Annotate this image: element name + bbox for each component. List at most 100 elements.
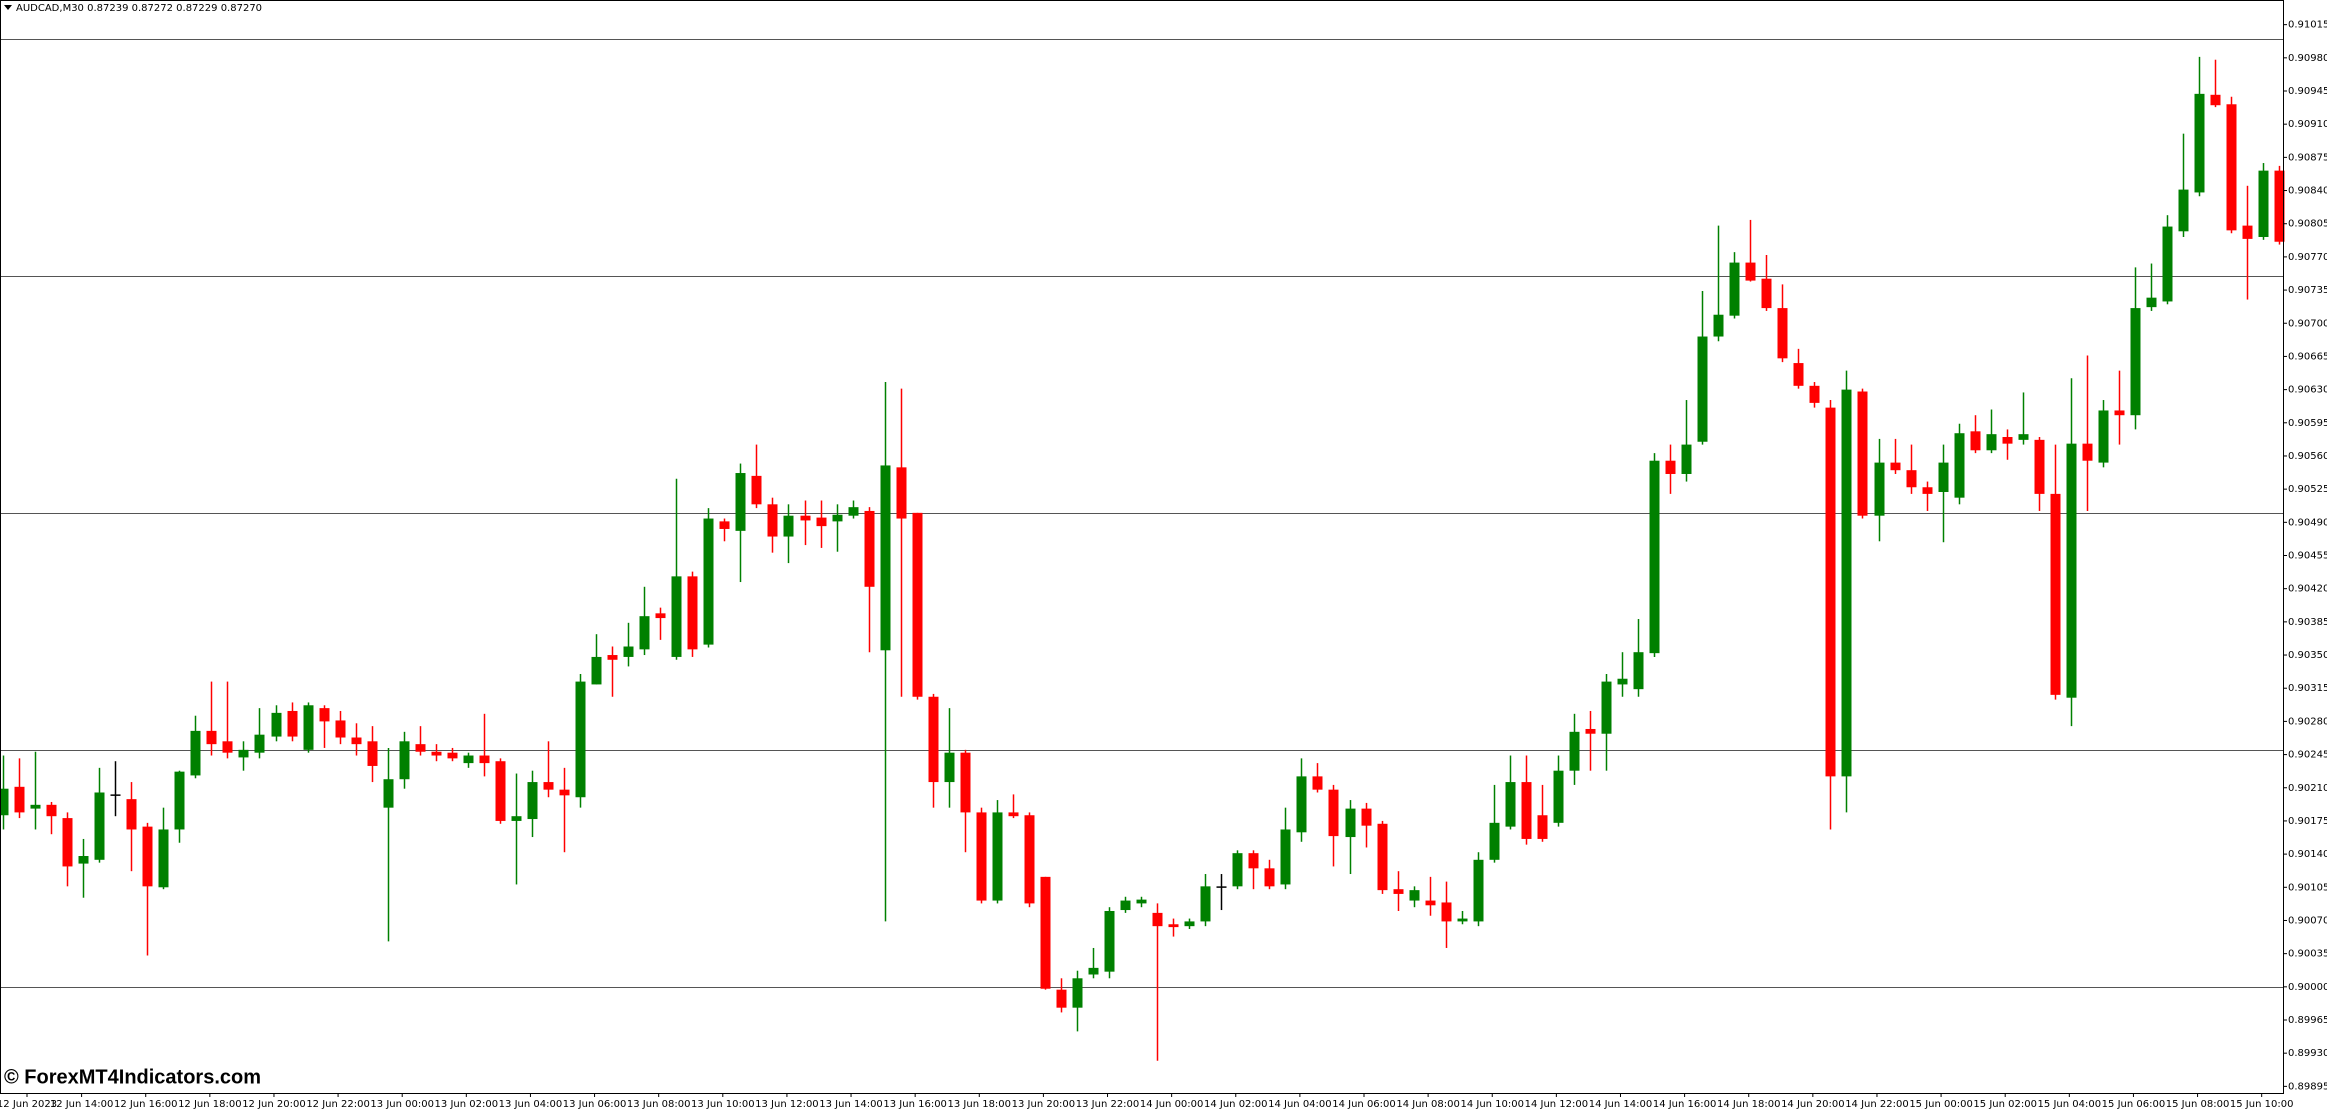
- candle-body: [1874, 462, 1885, 516]
- candle-body: [2274, 170, 2285, 242]
- candle-body: [2210, 94, 2221, 106]
- candle-body: [880, 465, 891, 651]
- y-tick-label: 0.90420: [2288, 584, 2327, 595]
- candle-body: [1152, 912, 1163, 927]
- candle-body: [463, 755, 474, 764]
- candle-body: [1697, 336, 1708, 442]
- candle-body: [800, 515, 811, 521]
- y-tick-label: 0.90560: [2288, 451, 2327, 462]
- watermark: © ForexMT4Indicators.com: [4, 1066, 261, 1088]
- y-tick-label: 0.90770: [2288, 252, 2327, 263]
- candle-body: [2226, 104, 2237, 231]
- candle-body: [1120, 900, 1131, 911]
- candle-body: [447, 752, 458, 759]
- candle-body: [2146, 297, 2157, 308]
- candle-body: [623, 646, 634, 657]
- candle-body: [174, 771, 185, 830]
- candle-body: [1168, 924, 1179, 928]
- candle-body: [2050, 493, 2061, 695]
- candle-body: [1216, 886, 1227, 888]
- candle-body: [832, 514, 843, 522]
- y-tick-label: 0.89895: [2288, 1081, 2327, 1092]
- candle-body: [960, 752, 971, 813]
- x-tick-label: 13 Jun 16:00: [883, 1099, 947, 1110]
- candle-body: [591, 656, 602, 685]
- y-tick-label: 0.90840: [2288, 186, 2327, 197]
- candle-body: [2130, 308, 2141, 416]
- x-tick-label: 14 Jun 10:00: [1460, 1099, 1524, 1110]
- candle-body: [1312, 776, 1323, 790]
- y-tick-label: 0.90455: [2288, 551, 2327, 562]
- candle-body: [944, 752, 955, 783]
- x-tick-label: 13 Jun 18:00: [948, 1099, 1012, 1110]
- candle-body: [1922, 487, 1933, 494]
- x-tick-label: 15 Jun 08:00: [2166, 1099, 2230, 1110]
- x-tick-label: 13 Jun 14:00: [819, 1099, 883, 1110]
- candle-body: [511, 816, 522, 821]
- candle-body: [1296, 776, 1307, 833]
- x-tick-label: 14 Jun 04:00: [1268, 1099, 1332, 1110]
- y-tick-label: 0.90070: [2288, 915, 2327, 926]
- y-tick-label: 0.90210: [2288, 783, 2327, 794]
- candle-body: [1040, 876, 1051, 989]
- candle-body: [1617, 678, 1628, 685]
- candle-body: [415, 744, 426, 752]
- y-tick-label: 0.90245: [2288, 750, 2327, 761]
- candle-body: [319, 708, 330, 722]
- x-tick-label: 15 Jun 02:00: [1973, 1099, 2037, 1110]
- x-tick-label: 14 Jun 18:00: [1717, 1099, 1781, 1110]
- x-tick-label: 13 Jun 20:00: [1012, 1099, 1076, 1110]
- candle-body: [767, 504, 778, 537]
- candle-body: [287, 710, 298, 737]
- candle-body: [1681, 444, 1692, 474]
- y-tick-label: 0.90910: [2288, 119, 2327, 130]
- y-tick-label: 0.90805: [2288, 219, 2327, 230]
- x-tick-label: 15 Jun 04:00: [2038, 1099, 2102, 1110]
- candle-body: [1345, 808, 1356, 838]
- y-tick-label: 0.91015: [2288, 20, 2327, 31]
- y-tick-label: 0.90105: [2288, 882, 2327, 893]
- candle-body: [1890, 462, 1901, 471]
- candle-body: [1521, 782, 1532, 839]
- x-tick-label: 15 Jun 06:00: [2102, 1099, 2166, 1110]
- candle-body: [1409, 890, 1420, 901]
- candle-body: [142, 826, 153, 887]
- x-tick-label: 14 Jun 16:00: [1653, 1099, 1717, 1110]
- candle-body: [2082, 443, 2093, 461]
- candle-body: [1425, 900, 1436, 906]
- x-tick-label: 13 Jun 02:00: [435, 1099, 499, 1110]
- candle-body: [190, 730, 201, 776]
- x-tick-label: 14 Jun 02:00: [1204, 1099, 1268, 1110]
- y-tick-label: 0.90035: [2288, 949, 2327, 960]
- candle-body: [735, 473, 746, 531]
- y-tick-label: 0.90000: [2288, 982, 2327, 993]
- candle-body: [559, 789, 570, 796]
- candle-body: [671, 576, 682, 657]
- candle-body: [0, 788, 9, 816]
- candle-body: [1585, 728, 1596, 734]
- candle-body: [94, 792, 105, 860]
- x-tick-label: 13 Jun 12:00: [755, 1099, 819, 1110]
- menu-arrow[interactable]: [4, 5, 12, 10]
- x-tick-label: 14 Jun 22:00: [1845, 1099, 1909, 1110]
- candle-body: [1986, 434, 1997, 451]
- x-tick-label: 13 Jun 10:00: [691, 1099, 755, 1110]
- candle-body: [703, 518, 714, 645]
- candle-body: [976, 812, 987, 901]
- y-tick-label: 0.90875: [2288, 152, 2327, 163]
- candle-body: [14, 786, 25, 813]
- candle-body: [1793, 363, 1804, 386]
- candle-body: [2258, 170, 2269, 237]
- candle-body: [1072, 978, 1083, 1008]
- candle-body: [1633, 652, 1644, 690]
- x-tick-label: 12 Jun 18:00: [178, 1099, 242, 1110]
- candle-body: [1938, 462, 1949, 492]
- x-tick-label: 13 Jun 08:00: [627, 1099, 691, 1110]
- candle-body: [1649, 460, 1660, 654]
- y-tick-label: 0.90175: [2288, 816, 2327, 827]
- candle-body: [1553, 770, 1564, 823]
- candle-body: [431, 751, 442, 756]
- candle-body: [1393, 889, 1404, 894]
